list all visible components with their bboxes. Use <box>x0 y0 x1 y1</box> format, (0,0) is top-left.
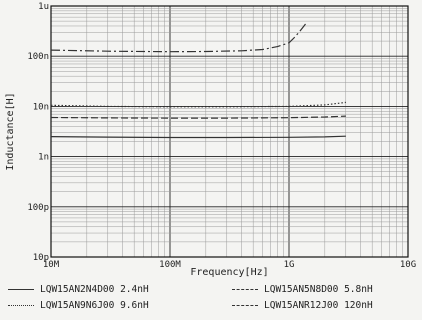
plot-background <box>0 0 422 280</box>
legend-label: LQW15AN2N4D00 2.4nH <box>40 284 149 295</box>
legend-item-9n6: LQW15AN9N6J00 9.6nH <box>8 299 149 313</box>
x-tick-labels: 10M 100M 1G 10G <box>43 260 416 270</box>
series-line-3 <box>50 22 307 53</box>
legend-label: LQW15ANR12J00 120nH <box>264 300 373 311</box>
series-line-2 <box>50 101 346 108</box>
plot-frame <box>50 5 409 258</box>
y-tick-label: 10n <box>33 102 49 112</box>
legend: LQW15AN2N4D00 2.4nH LQW15AN5N8D00 5.8nH … <box>0 280 422 320</box>
y-tick-labels: 1u 100n 10n 1n 100p 10p <box>27 2 49 263</box>
legend-swatch-dashdot <box>232 305 258 306</box>
legend-swatch-solid <box>8 289 34 290</box>
series-line-1 <box>50 115 346 119</box>
legend-label: LQW15AN5N8D00 5.8nH <box>264 284 373 295</box>
y-tick-label: 1u <box>38 2 49 12</box>
x-tick-label: 10M <box>43 260 60 270</box>
y-tick-label: 10p <box>33 253 49 263</box>
legend-item-5n8: LQW15AN5N8D00 5.8nH <box>232 283 373 297</box>
legend-swatch-dotted <box>8 305 34 306</box>
legend-label: LQW15AN9N6J00 9.6nH <box>40 300 149 311</box>
x-tick-label: 1G <box>284 260 295 270</box>
series-layer <box>50 22 346 139</box>
y-axis-title: Inductance[H] <box>5 92 16 170</box>
y-tick-label: 1n <box>38 153 49 163</box>
inductance-frequency-chart: 10M 100M 1G 10G 1u 100n 10n 1n 100p 10p Frequenc… <box>0 0 422 280</box>
legend-swatch-dashed <box>232 289 258 290</box>
y-tick-label: 100p <box>27 203 49 213</box>
y-tick-label: 100n <box>27 52 49 62</box>
x-axis-title: Frequency[Hz] <box>190 267 268 278</box>
x-tick-label: 100M <box>159 260 181 270</box>
series-line-0 <box>50 135 346 139</box>
legend-item-r12: LQW15ANR12J00 120nH <box>232 299 373 313</box>
x-tick-label: 10G <box>400 260 416 270</box>
grid-lines <box>50 6 408 258</box>
legend-item-2n4: LQW15AN2N4D00 2.4nH <box>8 283 149 297</box>
